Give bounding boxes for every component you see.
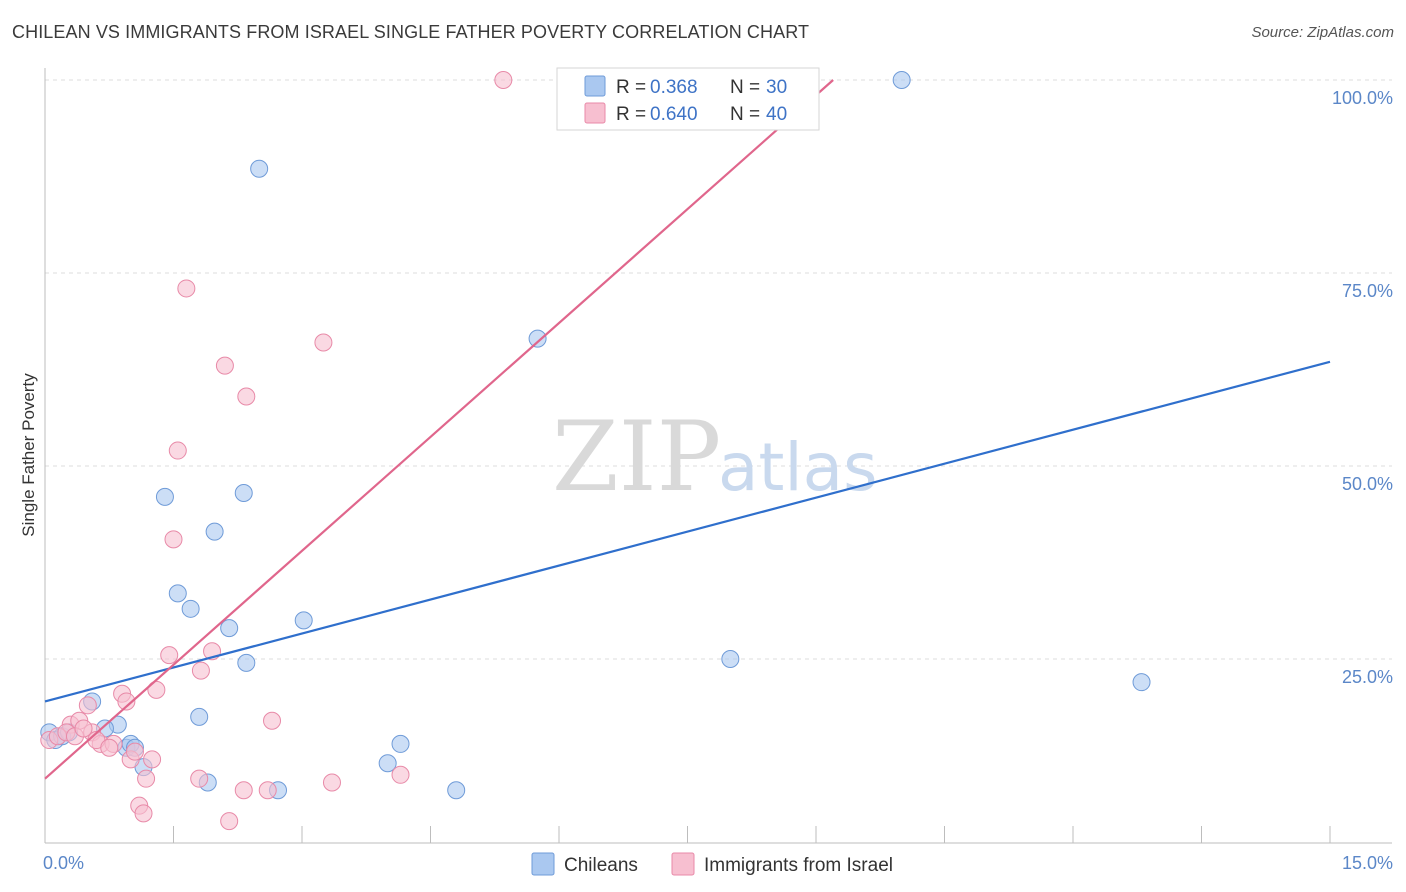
chart-title: CHILEAN VS IMMIGRANTS FROM ISRAEL SINGLE… [12, 22, 810, 42]
chileans-point-18 [237, 653, 256, 672]
chileans-point-21 [294, 611, 313, 630]
israel-point-25 [220, 812, 239, 831]
chileans-point-15 [205, 522, 224, 541]
israel-point-26 [234, 781, 253, 800]
gridlines [45, 79, 1392, 660]
legend-r-value-1: 0.368 [650, 77, 698, 98]
chileans-point-22 [378, 754, 397, 773]
chileans-point-10 [155, 487, 174, 506]
legend-n-label-2: N = [730, 104, 760, 125]
y-tick-label-3: 100.0% [1332, 88, 1393, 108]
israel-point-27 [237, 387, 256, 406]
chileans-trend-line [44, 360, 1331, 703]
israel-point-37 [74, 719, 93, 738]
chileans-point-13 [190, 707, 209, 726]
israel-trend-line [44, 79, 834, 780]
trend-lines [44, 79, 1331, 780]
israel-point-13 [134, 804, 153, 823]
x-tick-label-0: 0.0% [43, 853, 84, 873]
series-legend: Chileans Immigrants from Israel [531, 852, 893, 876]
legend-n-value-1: 30 [766, 77, 787, 98]
israel-point-20 [177, 279, 196, 298]
y-tick-label-1: 50.0% [1342, 474, 1393, 494]
israel-point-31 [322, 773, 341, 792]
legend-swatch-chileans [584, 75, 606, 97]
chileans-point-26 [721, 650, 740, 668]
stats-legend: R = 0.368 N = 30 R = 0.640 N = 40 [556, 67, 820, 131]
series-legend-swatch-chileans [531, 852, 555, 876]
israel-point-29 [263, 711, 282, 730]
israel-point-19 [168, 441, 187, 460]
series-legend-label-chileans: Chileans [564, 855, 638, 876]
israel-point-17 [160, 646, 179, 665]
israel-point-30 [314, 333, 333, 352]
legend-r-value-2: 0.640 [650, 104, 698, 125]
series-legend-label-israel: Immigrants from Israel [704, 855, 893, 876]
tick-labels: 25.0% 50.0% 75.0% 100.0% 0.0% 15.0% [43, 88, 1393, 873]
israel-point-28 [258, 781, 277, 800]
chileans-point-17 [234, 484, 253, 503]
legend-swatch-israel [584, 102, 606, 124]
israel-point-14 [137, 769, 156, 788]
israel-point-24 [215, 356, 234, 375]
israel-point-18 [164, 530, 183, 549]
israel-point-15 [143, 750, 162, 769]
legend-r-label-1: R = [616, 77, 646, 98]
israel-point-11 [125, 742, 144, 761]
israel-point-4 [78, 696, 97, 715]
watermark: ZIP atlas [552, 401, 878, 513]
israel-point-9 [117, 692, 136, 711]
chileans-point-28 [1132, 673, 1151, 692]
source-label: Source: ZipAtlas.com [1251, 24, 1394, 41]
israel-point-33 [494, 71, 513, 89]
watermark-zip: ZIP [552, 401, 721, 513]
legend-n-label-1: N = [730, 77, 760, 98]
y-axis-label: Single Father Poverty [19, 373, 38, 537]
x-tick-label-1: 15.0% [1342, 853, 1393, 873]
israel-point-22 [191, 661, 210, 680]
y-tick-label-0: 25.0% [1342, 667, 1393, 687]
series-legend-swatch-israel [671, 852, 695, 876]
chileans-point-27 [892, 71, 911, 89]
chileans-point-19 [250, 159, 269, 178]
chileans-point-23 [391, 734, 410, 753]
y-tick-label-2: 75.0% [1342, 281, 1393, 301]
chileans-point-25 [528, 329, 547, 348]
axes [44, 68, 1392, 844]
legend-n-value-2: 40 [766, 104, 787, 125]
watermark-atlas: atlas [718, 429, 878, 506]
data-points [40, 71, 1151, 831]
israel-point-39 [100, 738, 119, 757]
israel-point-32 [391, 765, 410, 784]
chileans-point-16 [220, 619, 239, 638]
chileans-point-12 [181, 599, 200, 618]
chileans-point-24 [447, 781, 466, 800]
chileans-point-11 [168, 584, 187, 603]
legend-r-label-2: R = [616, 104, 646, 125]
israel-point-21 [190, 769, 209, 788]
